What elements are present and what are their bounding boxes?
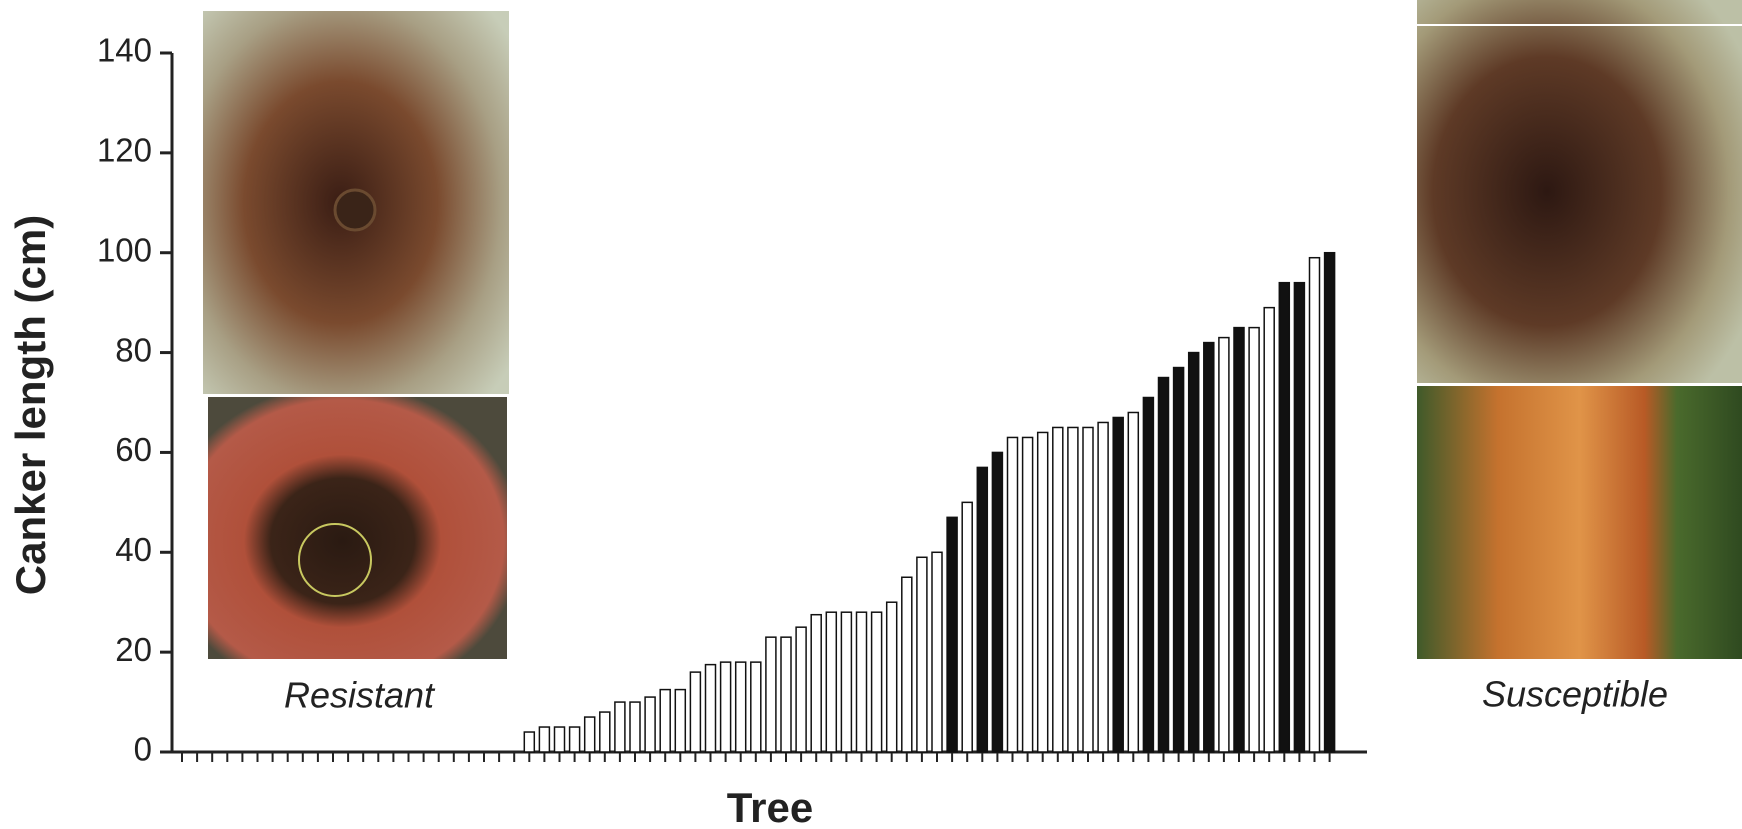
bar (991, 451, 1004, 753)
bar (523, 731, 536, 753)
bar (614, 701, 626, 753)
bar (961, 501, 973, 753)
bar (1248, 326, 1260, 753)
photo-resistant-section (208, 397, 507, 659)
bar (734, 661, 747, 753)
bar (629, 701, 641, 753)
bar (538, 726, 551, 753)
bar (1082, 426, 1094, 753)
annotation: Resistant (284, 675, 436, 716)
bar (976, 466, 989, 753)
bar (780, 636, 792, 753)
bar (1127, 411, 1140, 753)
bar (1187, 351, 1200, 753)
bar (1142, 396, 1155, 753)
bar (568, 726, 581, 753)
y-tick-label: 80 (115, 331, 152, 368)
bar (946, 516, 958, 753)
bar (901, 576, 913, 753)
bar (599, 711, 611, 753)
y-tick-label: 100 (97, 231, 152, 268)
bar (1006, 436, 1019, 753)
bar (553, 726, 566, 753)
bar (1218, 336, 1230, 753)
bar (1323, 251, 1336, 753)
bar (825, 611, 838, 753)
bar (583, 716, 596, 753)
bar (1021, 436, 1034, 753)
bar (795, 626, 807, 753)
bar (1278, 281, 1291, 753)
bar (750, 661, 762, 753)
bar (765, 636, 777, 753)
bar (689, 671, 702, 753)
bar (1052, 426, 1064, 753)
y-tick-label: 0 (134, 731, 152, 768)
annotation: Susceptible (1482, 674, 1668, 715)
bar (1112, 416, 1124, 753)
bar (855, 611, 868, 753)
bar (1036, 431, 1049, 753)
photo-detail (298, 523, 372, 597)
y-tick-label: 140 (97, 32, 152, 69)
photos (203, 0, 1742, 659)
y-tick-label: 120 (97, 132, 152, 169)
y-tick-label: 20 (115, 631, 152, 668)
y-axis-title: Canker length (cm) (7, 215, 54, 595)
y-tick-label: 60 (115, 431, 152, 468)
bar (674, 688, 687, 753)
bar (916, 556, 928, 753)
photo-detail (333, 188, 377, 232)
bar (1172, 366, 1185, 753)
bar (1157, 376, 1170, 753)
bar (1097, 421, 1109, 753)
bar (659, 688, 671, 753)
bar (644, 696, 656, 753)
y-tick-label: 40 (115, 531, 152, 568)
bar (885, 601, 898, 753)
bar (704, 663, 717, 753)
bar (719, 661, 732, 753)
bar (1308, 256, 1321, 753)
bar (1293, 281, 1306, 753)
photo-susceptible-trunk (1417, 386, 1742, 659)
bar (1233, 326, 1245, 753)
bar (931, 551, 943, 753)
bar (840, 611, 853, 753)
bar (1263, 306, 1275, 753)
bar (1067, 426, 1079, 753)
bar (1203, 341, 1215, 753)
photo-susceptible-bark (1417, 0, 1742, 383)
x-axis-title: Tree (727, 784, 813, 829)
bar (870, 611, 883, 753)
bar (810, 613, 822, 753)
